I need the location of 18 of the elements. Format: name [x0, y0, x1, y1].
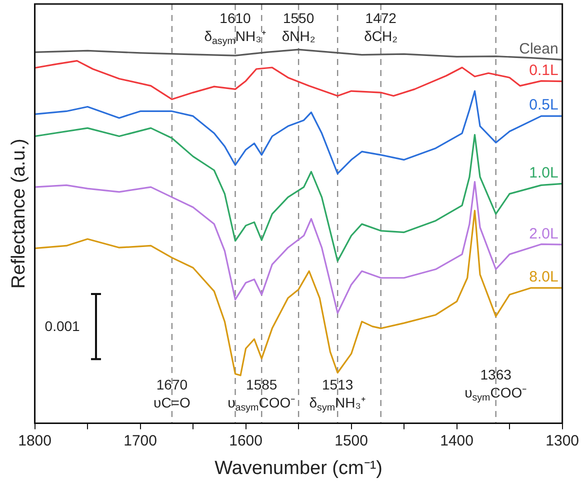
- series-label: 0.5L: [529, 96, 558, 114]
- x-tick-label: 1300: [546, 432, 580, 450]
- series-label: 8.0L: [529, 268, 558, 286]
- x-tick-label: 1800: [18, 432, 52, 450]
- annotation: 1670 υC=O: [154, 376, 190, 411]
- x-tick-label: 1600: [229, 432, 262, 450]
- x-axis-title: Wavenumber (cm⁻¹): [214, 458, 382, 479]
- annotation: 1472 δCH₂: [364, 10, 398, 44]
- x-tick-label: 1500: [334, 432, 368, 450]
- y-axis-title: Reflectance (a.u.): [8, 138, 30, 289]
- x-tick-label: 1400: [440, 432, 474, 450]
- annotation: 0.001: [44, 318, 80, 334]
- series-label: 2.0L: [529, 225, 558, 242]
- x-tick-label: 1700: [124, 432, 157, 450]
- series-label: 1.0L: [529, 164, 558, 182]
- series-label: 0.1L: [529, 62, 558, 79]
- annotation: 1550 δNH₂: [282, 10, 316, 44]
- series-label: Clean: [519, 40, 558, 58]
